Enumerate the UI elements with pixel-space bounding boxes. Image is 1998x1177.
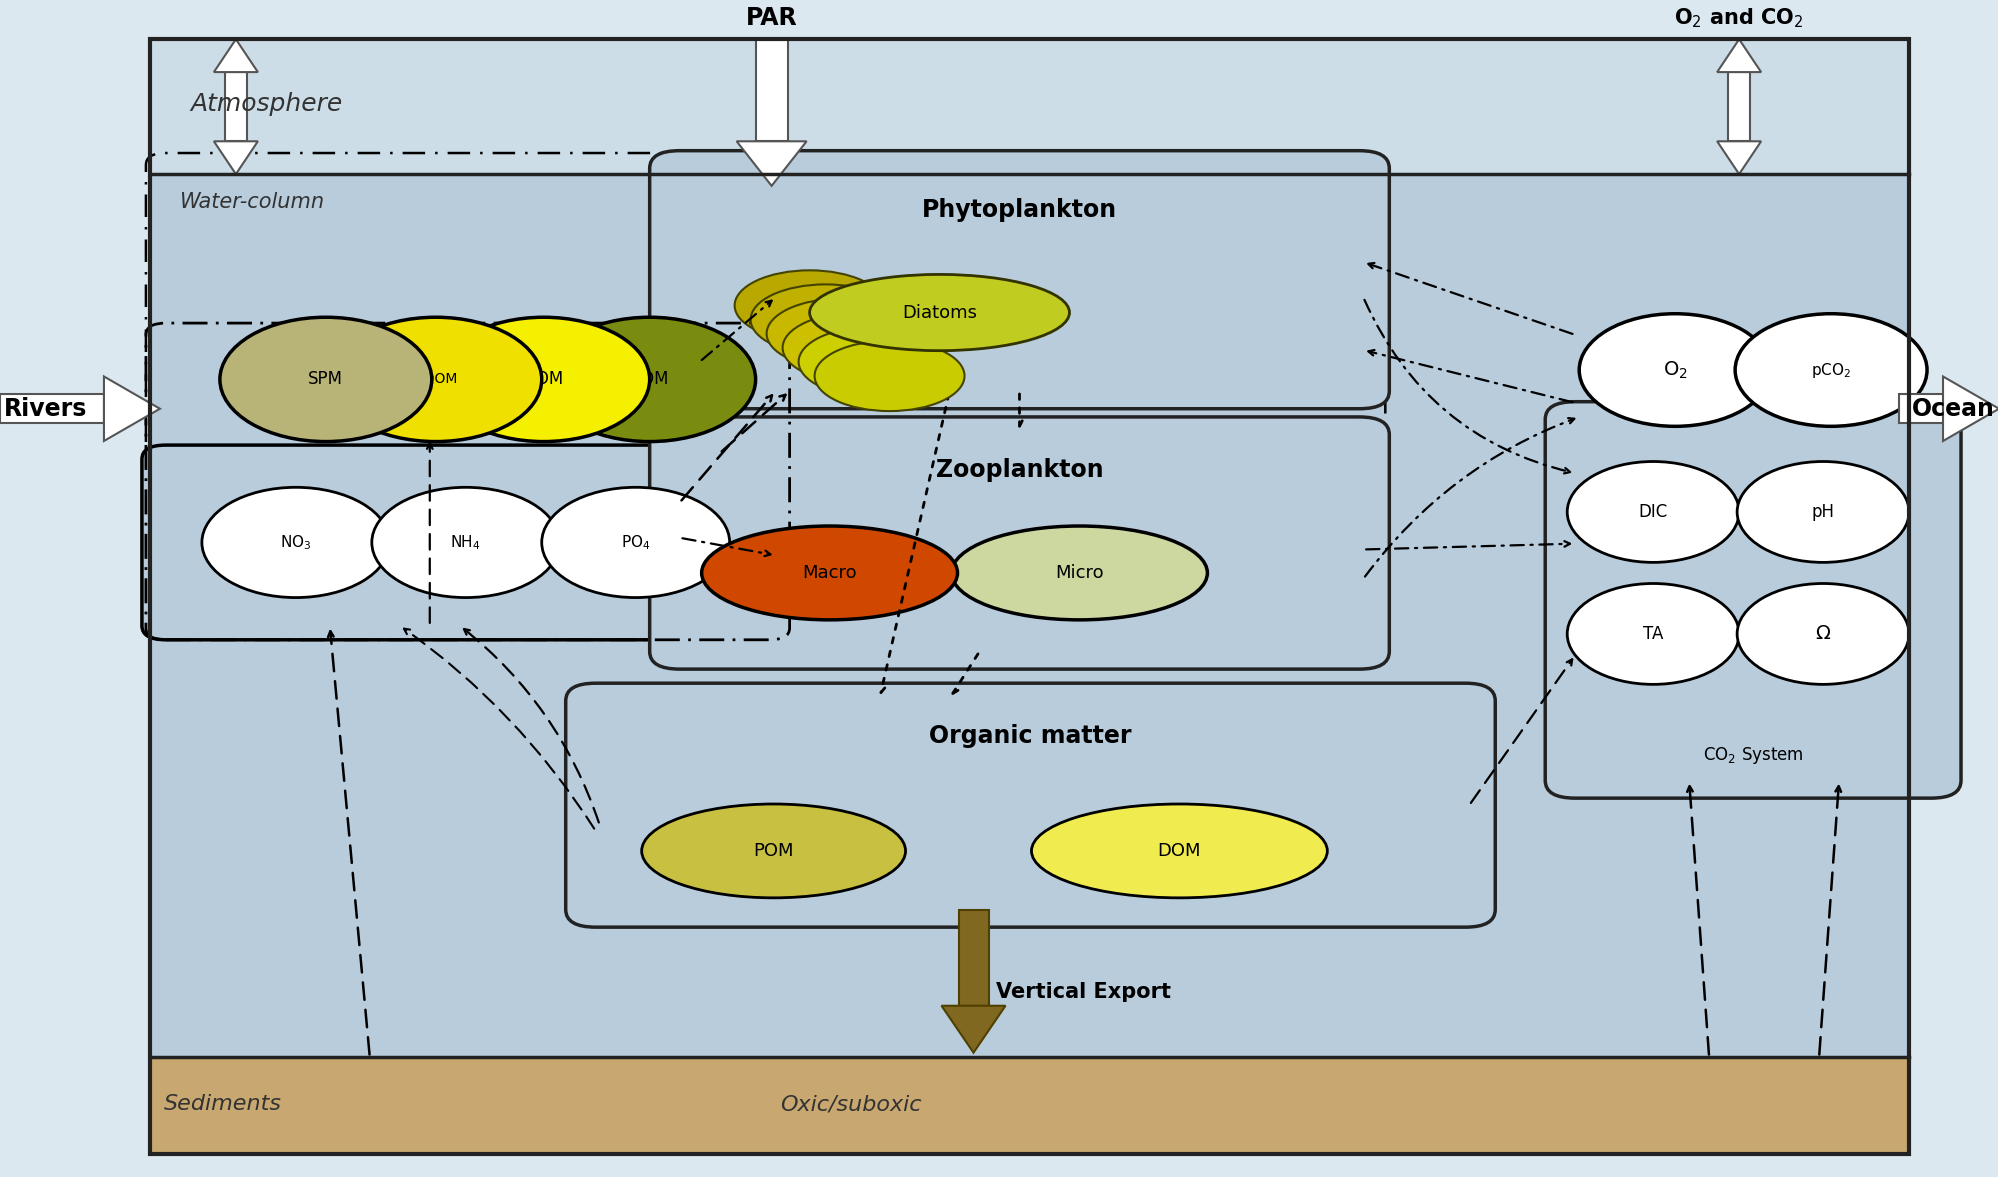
Circle shape — [438, 318, 649, 441]
Ellipse shape — [1031, 804, 1327, 898]
Circle shape — [330, 318, 541, 441]
Ellipse shape — [783, 313, 931, 383]
Text: TA: TA — [1642, 625, 1662, 643]
Ellipse shape — [735, 271, 883, 340]
Bar — [150, 174, 1908, 1057]
Polygon shape — [104, 377, 160, 441]
FancyBboxPatch shape — [142, 445, 789, 640]
Text: NH$_4$: NH$_4$ — [450, 533, 482, 552]
Text: PO$_4$: PO$_4$ — [621, 533, 649, 552]
Polygon shape — [1716, 39, 1760, 72]
Text: Sediments: Sediments — [164, 1095, 282, 1115]
Circle shape — [543, 318, 755, 441]
Text: Vertical Export: Vertical Export — [995, 982, 1171, 1002]
Circle shape — [1736, 461, 1908, 563]
Text: Diatoms: Diatoms — [901, 304, 977, 321]
Text: Micro: Micro — [1055, 564, 1103, 581]
Ellipse shape — [813, 340, 963, 411]
Text: pCO$_2$: pCO$_2$ — [1810, 360, 1850, 379]
Text: NO$_3$: NO$_3$ — [280, 533, 312, 552]
Bar — [150, 39, 1908, 174]
Circle shape — [202, 487, 390, 598]
Bar — [150, 39, 1908, 1153]
Text: Zooplankton: Zooplankton — [935, 458, 1103, 483]
Text: Organic matter: Organic matter — [929, 724, 1131, 749]
Circle shape — [1578, 314, 1770, 426]
Text: SPM: SPM — [308, 371, 344, 388]
Circle shape — [1566, 461, 1738, 563]
FancyBboxPatch shape — [1544, 401, 1960, 798]
Text: Ω: Ω — [1814, 625, 1830, 644]
Text: POM: POM — [631, 371, 667, 388]
Ellipse shape — [767, 299, 915, 368]
FancyBboxPatch shape — [649, 151, 1389, 408]
Text: O$_2$ and CO$_2$: O$_2$ and CO$_2$ — [1674, 6, 1802, 29]
Text: Atmosphere: Atmosphere — [190, 92, 342, 115]
Text: PAR: PAR — [745, 6, 797, 29]
Text: Water-column: Water-column — [180, 192, 326, 212]
Ellipse shape — [951, 526, 1207, 620]
Text: DIC: DIC — [1638, 503, 1666, 521]
Circle shape — [1736, 584, 1908, 684]
Text: O$_2$: O$_2$ — [1662, 359, 1686, 380]
Bar — [224, 72, 246, 141]
Polygon shape — [941, 1006, 1005, 1052]
Bar — [1898, 394, 1942, 424]
Text: Macro: Macro — [801, 564, 857, 581]
Bar — [1726, 72, 1750, 141]
Polygon shape — [214, 39, 258, 72]
Ellipse shape — [809, 274, 1069, 351]
Text: Rivers: Rivers — [4, 397, 88, 420]
Text: DOM: DOM — [523, 371, 563, 388]
FancyBboxPatch shape — [649, 417, 1389, 669]
Circle shape — [1566, 584, 1738, 684]
Circle shape — [541, 487, 729, 598]
Bar — [957, 910, 987, 1006]
Bar — [150, 1057, 1908, 1153]
Text: CO$_2$ System: CO$_2$ System — [1702, 745, 1802, 766]
Polygon shape — [214, 141, 258, 174]
Polygon shape — [1942, 377, 1998, 441]
Text: Ocean: Ocean — [1912, 397, 1994, 420]
Ellipse shape — [751, 285, 901, 354]
Text: CDOM: CDOM — [414, 372, 458, 386]
Text: pH: pH — [1810, 503, 1834, 521]
Polygon shape — [735, 141, 805, 186]
Text: POM: POM — [753, 842, 793, 860]
FancyBboxPatch shape — [565, 683, 1495, 927]
Text: Phytoplankton: Phytoplankton — [921, 198, 1117, 221]
Circle shape — [1734, 314, 1926, 426]
Ellipse shape — [701, 526, 957, 620]
Text: DOM: DOM — [1157, 842, 1201, 860]
Circle shape — [220, 318, 432, 441]
Text: Oxic/suboxic: Oxic/suboxic — [779, 1095, 921, 1115]
Bar — [755, 39, 787, 141]
Bar — [0, 394, 104, 424]
Circle shape — [372, 487, 559, 598]
Polygon shape — [1716, 141, 1760, 174]
Ellipse shape — [799, 327, 947, 397]
Ellipse shape — [641, 804, 905, 898]
